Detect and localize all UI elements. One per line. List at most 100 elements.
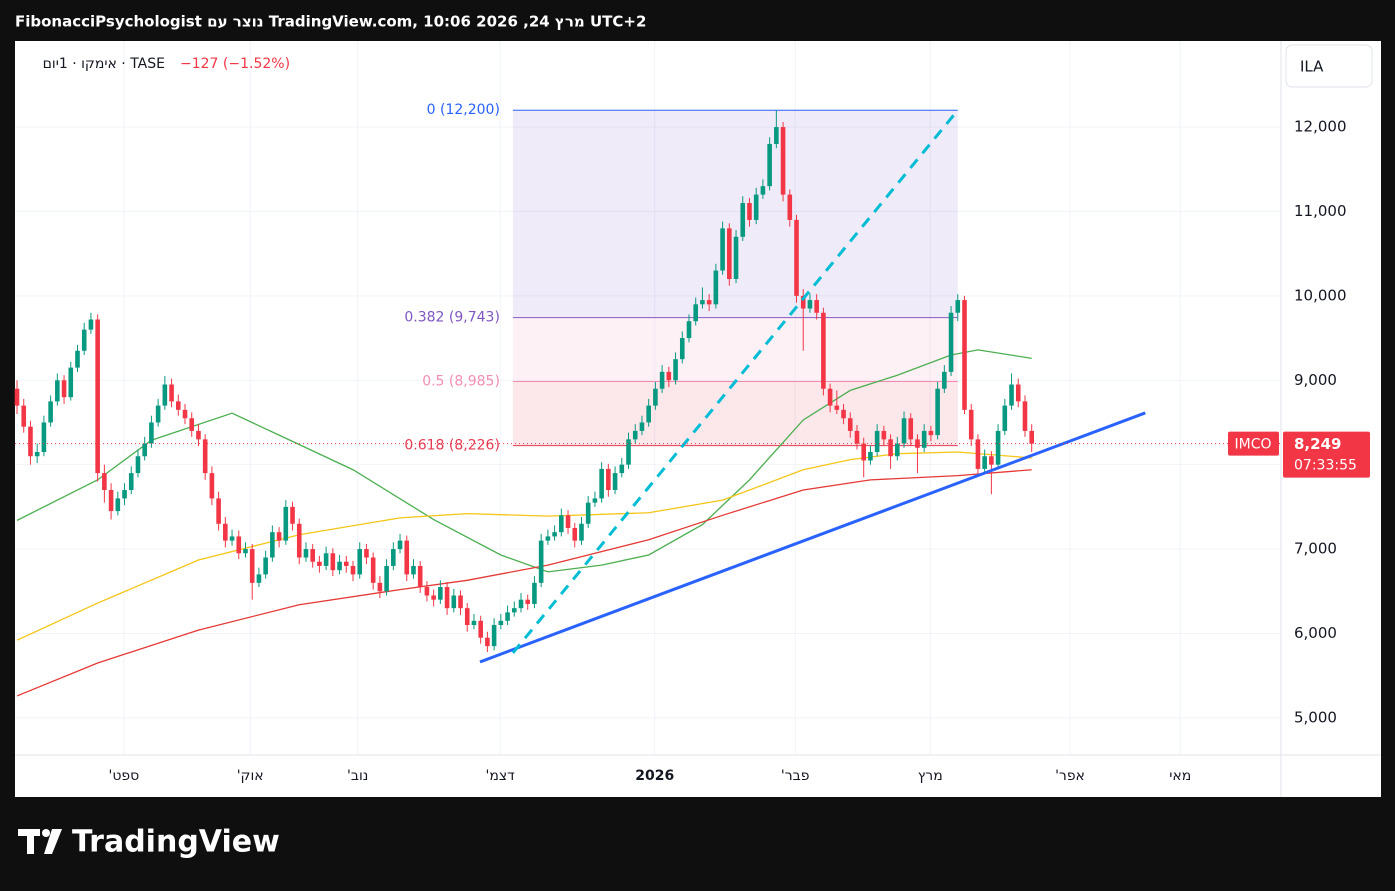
candle-body xyxy=(283,506,289,541)
candle-body xyxy=(478,620,483,638)
symbol-title: TASE · אימקו · 1יום xyxy=(43,56,165,72)
fib-band xyxy=(512,110,958,318)
candle-body xyxy=(108,489,114,512)
candle-body xyxy=(706,300,712,305)
x-tick-label: נוב' xyxy=(347,768,368,784)
candle-body xyxy=(713,270,719,305)
candle-body xyxy=(1009,384,1014,406)
candle-body xyxy=(384,565,389,592)
candle-body xyxy=(921,430,927,448)
candle-body xyxy=(559,515,564,533)
candle-body xyxy=(377,582,383,592)
candle-body xyxy=(780,127,786,195)
candle-body xyxy=(397,540,403,550)
candle-body xyxy=(498,620,504,626)
candle-body xyxy=(619,464,625,474)
candle-body xyxy=(149,422,154,444)
candle-body xyxy=(411,565,416,575)
candle-body xyxy=(155,405,161,423)
fib-label: 0 (12,200) xyxy=(427,102,500,118)
candle-body xyxy=(1002,405,1008,431)
candle-body xyxy=(693,304,699,322)
candle-body xyxy=(639,422,645,431)
candle-body xyxy=(317,561,322,566)
candle-body xyxy=(861,443,867,461)
candle-body xyxy=(787,194,793,220)
candle-body xyxy=(505,612,510,621)
candle-body xyxy=(350,565,356,575)
candle-body xyxy=(438,587,443,600)
candle-body xyxy=(968,409,974,440)
candle-body xyxy=(431,595,436,600)
candle-body xyxy=(243,549,248,554)
trend-line xyxy=(511,109,959,654)
candle-body xyxy=(471,620,477,626)
candle-body xyxy=(102,473,107,490)
candle-body xyxy=(464,608,470,626)
candle-body xyxy=(48,401,53,423)
candle-body xyxy=(518,599,524,609)
price-tag-label: 8,249 xyxy=(1294,435,1341,453)
candle-body xyxy=(223,523,228,541)
chart-frame xyxy=(15,41,1381,797)
candle-body xyxy=(263,557,268,575)
candle-body xyxy=(733,236,739,279)
candle-body xyxy=(935,388,940,436)
x-tick-label: ספט' xyxy=(108,768,139,784)
candle-body xyxy=(868,452,873,461)
fib-label: 0.5 (8,985) xyxy=(422,374,500,390)
candle-body xyxy=(88,319,94,330)
candle-body xyxy=(357,549,363,575)
candle-body xyxy=(169,384,174,402)
candle-body xyxy=(881,430,887,440)
candle-body xyxy=(545,536,551,541)
candle-body xyxy=(653,388,658,406)
y-tick-label: 12,000 xyxy=(1294,118,1347,136)
candle-body xyxy=(525,599,531,604)
candle-body xyxy=(720,228,725,271)
logo-icon xyxy=(18,829,62,854)
candle-body xyxy=(236,536,242,554)
candle-body xyxy=(61,380,67,398)
moving-average xyxy=(16,349,1032,573)
x-tick-label: דצמ' xyxy=(486,768,516,784)
candle-body xyxy=(673,359,678,381)
candle-body xyxy=(128,473,134,490)
fib-label: 0.382 (9,743) xyxy=(404,310,500,326)
x-tick-label: מאי xyxy=(1169,768,1191,784)
y-tick-label: 5,000 xyxy=(1294,708,1337,726)
y-tick-label: 10,000 xyxy=(1294,286,1347,304)
candle-body xyxy=(753,194,759,220)
candle-body xyxy=(585,502,591,524)
candle-body xyxy=(814,300,819,313)
candle-body xyxy=(962,300,967,410)
symbol-tag-label: IMCO xyxy=(1234,437,1271,453)
candle-body xyxy=(343,561,349,566)
candle-body xyxy=(175,401,181,410)
candle-body xyxy=(727,228,732,279)
candle-body xyxy=(599,468,604,499)
candle-body xyxy=(626,439,631,465)
candle-body xyxy=(229,536,235,541)
candle-body xyxy=(807,300,813,309)
candle-body xyxy=(28,426,33,457)
candle-body xyxy=(370,557,376,583)
candle-body xyxy=(290,506,295,524)
candle-body xyxy=(256,574,262,583)
candle-body xyxy=(821,312,826,389)
price-tag xyxy=(1283,431,1370,478)
candle-body xyxy=(827,388,833,406)
candle-body xyxy=(800,295,806,309)
candle-body xyxy=(417,565,423,588)
candle-body xyxy=(767,143,772,187)
candle-body xyxy=(995,430,1001,465)
candle-body xyxy=(760,186,766,195)
candle-body xyxy=(135,456,141,474)
candle-body xyxy=(458,595,463,609)
candle-body xyxy=(162,384,168,406)
currency-button[interactable] xyxy=(1285,44,1373,88)
x-tick-label: 2026 xyxy=(635,768,674,784)
candle-body xyxy=(552,532,557,537)
candle-body xyxy=(747,203,752,220)
